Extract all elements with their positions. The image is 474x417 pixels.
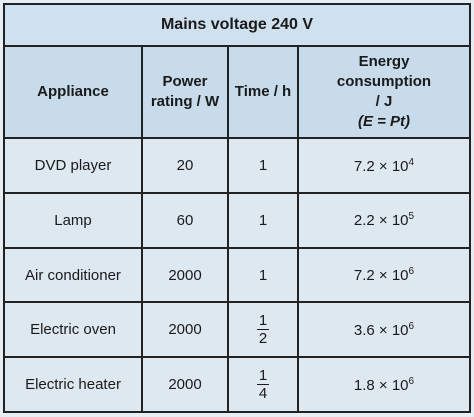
header-power-rating: Power rating / W [141,45,229,140]
power-cell: 2000 [141,246,229,304]
appliance-cell: DVD player [3,137,143,194]
time-cell: 1 [227,246,299,304]
appliance-cell: Electric oven [3,301,143,359]
appliance-cell: Lamp [3,191,143,249]
table-title: Mains voltage 240 V [3,2,471,48]
energy-cell: 2.2 × 105 [297,191,471,249]
header-time: Time / h [227,45,299,140]
header-energy-consumption: Energy consumption / J (E = Pt) [297,45,471,140]
appliance-cell: Air conditioner [3,246,143,304]
time-cell: 1 [227,137,299,194]
time-cell: 1 2 [227,301,299,359]
time-cell: 1 4 [227,356,299,413]
power-cell: 60 [141,191,229,249]
energy-cell: 7.2 × 106 [297,246,471,304]
energy-cell: 7.2 × 104 [297,137,471,194]
energy-consumption-table: Mains voltage 240 V Appliance Power rati… [3,2,471,413]
power-cell: 2000 [141,356,229,413]
power-cell: 2000 [141,301,229,359]
table-row: Electric heater 2000 1 4 1.8 × 106 [3,356,471,413]
header-appliance: Appliance [3,45,143,140]
energy-cell: 1.8 × 106 [297,356,471,413]
header-row: Appliance Power rating / W Time / h Ener… [3,45,471,140]
time-cell: 1 [227,191,299,249]
time-fraction: 1 4 [256,367,270,403]
table-row: Electric oven 2000 1 2 3.6 × 106 [3,301,471,359]
energy-cell: 3.6 × 106 [297,301,471,359]
table-row: DVD player 20 1 7.2 × 104 [3,137,471,194]
table-row: Air conditioner 2000 1 7.2 × 106 [3,246,471,304]
table-row: Lamp 60 1 2.2 × 105 [3,191,471,249]
time-fraction: 1 2 [256,312,270,348]
energy-formula: (E = Pt) [357,113,411,131]
appliance-cell: Electric heater [3,356,143,413]
power-cell: 20 [141,137,229,194]
